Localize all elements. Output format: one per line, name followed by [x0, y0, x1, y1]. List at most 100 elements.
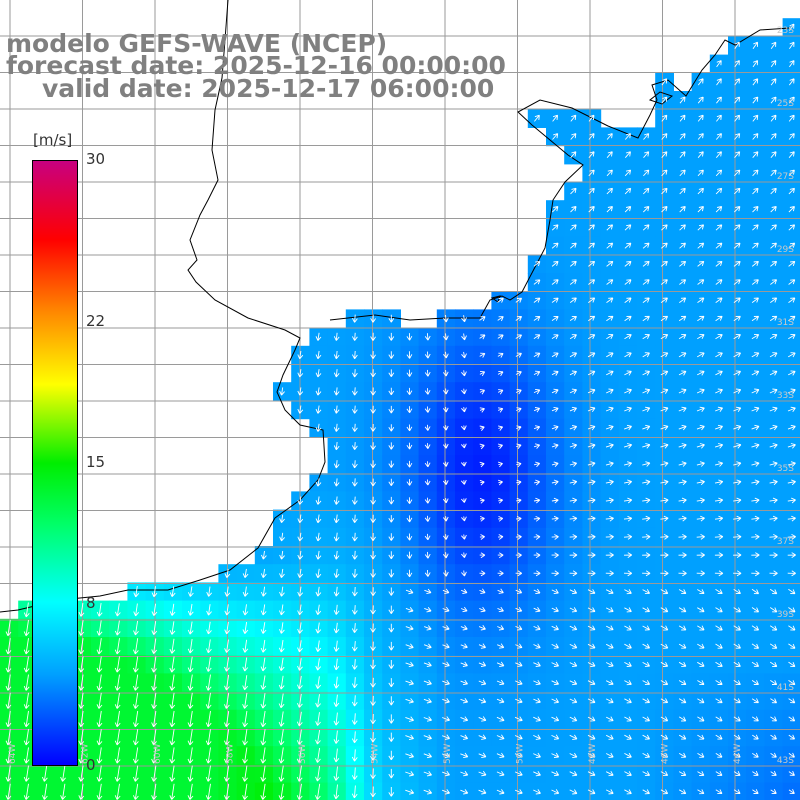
- wind-arrow: [370, 623, 376, 633]
- wind-arrow: [96, 765, 103, 782]
- wind-arrow: [333, 387, 340, 396]
- wind-arrow: [751, 461, 760, 467]
- wind-arrow: [587, 370, 596, 376]
- wind-arrow: [424, 369, 431, 377]
- wind-arrow: [151, 729, 157, 746]
- wind-arrow: [442, 606, 450, 613]
- wind-arrow: [733, 534, 742, 540]
- wind-arrow: [769, 315, 778, 322]
- wind-arrow: [406, 460, 413, 468]
- wind-arrow: [661, 206, 668, 213]
- field-cell: [618, 782, 638, 800]
- wind-arrow: [352, 405, 358, 414]
- wind-arrow: [405, 679, 414, 686]
- wind-arrow: [642, 406, 651, 413]
- wind-arrow: [623, 515, 633, 522]
- wind-arrow: [678, 716, 687, 722]
- wind-arrow: [423, 789, 433, 795]
- wind-arrow: [569, 388, 577, 394]
- wind-arrow: [605, 679, 614, 686]
- wind-arrow: [242, 639, 249, 653]
- wind-arrow: [333, 405, 340, 414]
- wind-arrows: [5, 23, 796, 800]
- wind-arrow: [297, 387, 304, 396]
- wind-arrow: [333, 586, 340, 597]
- wind-arrow: [132, 692, 139, 709]
- wind-arrow: [423, 771, 432, 777]
- wind-arrow: [642, 661, 650, 667]
- wind-arrow: [388, 515, 395, 523]
- wind-arrow: [132, 656, 139, 673]
- wind-arrow: [751, 625, 760, 631]
- wind-arrow: [661, 187, 668, 195]
- wind-arrow: [478, 661, 487, 667]
- wind-arrow: [696, 461, 705, 467]
- wind-arrow: [605, 698, 614, 704]
- wind-arrow: [660, 443, 669, 449]
- wind-arrow: [551, 388, 559, 395]
- wind-arrow: [333, 423, 340, 432]
- wind-arrow: [442, 734, 450, 740]
- wind-arrow: [315, 676, 322, 689]
- wind-arrow: [497, 588, 504, 594]
- wind-arrow: [787, 352, 796, 358]
- wind-arrow: [461, 516, 467, 522]
- wind-arrow: [661, 114, 668, 122]
- wind-arrow: [551, 406, 559, 413]
- wind-arrow: [661, 169, 668, 177]
- wind-arrow: [769, 497, 778, 504]
- wind-arrow: [533, 515, 541, 522]
- wind-arrow: [660, 279, 668, 285]
- field-cell: [782, 691, 800, 711]
- wind-arrow: [770, 151, 777, 158]
- wind-arrow: [515, 570, 523, 577]
- wind-arrow: [788, 770, 795, 776]
- wind-arrow: [752, 96, 759, 104]
- wind-arrow: [479, 425, 485, 431]
- wind-arrow: [660, 424, 669, 431]
- wind-arrow: [678, 534, 687, 540]
- field-cell: [509, 782, 529, 800]
- lon-label: 56W: [298, 744, 308, 764]
- wind-arrow: [388, 714, 395, 724]
- wind-arrow: [770, 78, 777, 86]
- wind-arrow: [752, 133, 759, 140]
- wind-arrow: [5, 638, 12, 655]
- wind-arrow: [624, 643, 632, 649]
- wind-arrow: [787, 388, 796, 394]
- wind-arrow: [478, 734, 487, 740]
- wind-arrow: [497, 643, 505, 649]
- wind-arrow: [697, 224, 705, 231]
- wind-arrow: [515, 588, 523, 594]
- wind-arrow: [679, 96, 686, 104]
- wind-arrow: [642, 607, 650, 613]
- wind-arrow: [623, 461, 633, 467]
- wind-arrow: [260, 783, 267, 800]
- wind-arrow: [333, 694, 340, 707]
- field-cell: [418, 782, 438, 800]
- wind-arrow: [242, 586, 249, 597]
- wind-arrow: [751, 643, 760, 649]
- wind-arrow: [297, 514, 304, 524]
- lat-label: 25S: [777, 99, 794, 109]
- wind-arrow: [588, 133, 595, 140]
- wind-arrow: [551, 479, 559, 486]
- wind-arrow: [733, 224, 741, 231]
- wind-arrow: [187, 729, 194, 746]
- wind-arrow: [697, 169, 704, 177]
- wind-arrow: [516, 515, 522, 522]
- wind-arrow: [733, 661, 741, 667]
- wind-arrow: [624, 206, 632, 213]
- wind-arrow: [406, 333, 413, 341]
- wind-arrow: [315, 478, 322, 487]
- wind-arrow: [752, 206, 759, 213]
- wind-arrow: [78, 783, 85, 800]
- wind-arrow: [132, 783, 139, 800]
- wind-arrow: [370, 405, 376, 414]
- wind-arrow: [297, 532, 304, 542]
- wind-arrow: [696, 388, 705, 394]
- wind-arrow: [788, 206, 795, 213]
- wind-arrow: [278, 729, 285, 746]
- wind-arrow: [569, 352, 577, 358]
- wind-arrow: [788, 315, 796, 322]
